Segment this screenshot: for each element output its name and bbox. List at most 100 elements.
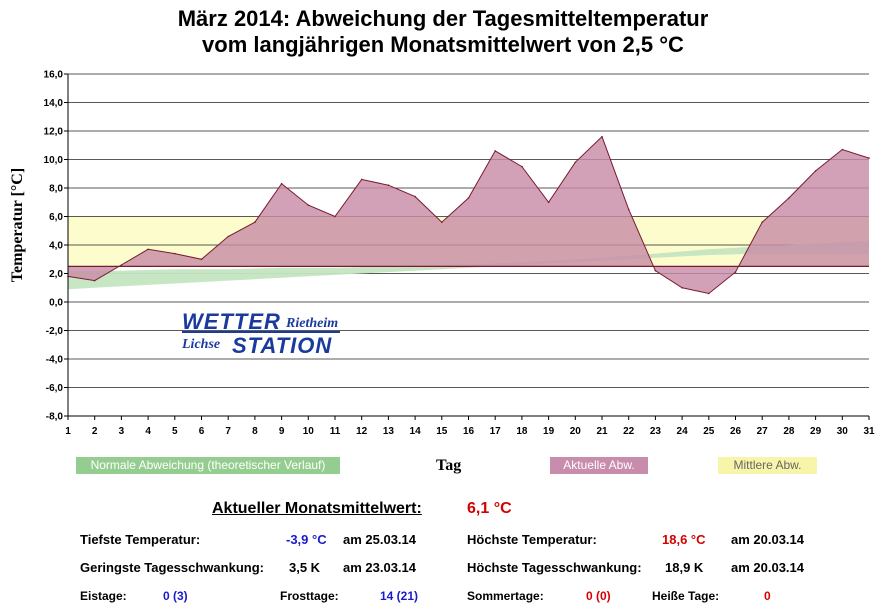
y-tick-label: -8,0 [46,412,64,423]
data-point-day-5 [174,252,176,255]
x-tick-label: 1 [65,426,71,437]
data-point-day-9 [280,182,283,185]
data-point-day-11 [334,215,336,218]
x-tick-label: 18 [516,426,528,437]
data-point-day-13 [387,184,390,186]
data-point-day-12 [360,178,363,181]
x-tick-label: 19 [543,426,555,437]
y-tick-label: 8,0 [49,184,63,195]
y-tick-label: -2,0 [46,326,64,337]
data-point-day-29 [814,170,817,172]
data-point-day-26 [734,271,737,273]
y-tick-label: 10,0 [44,155,64,166]
y-tick-label: -6,0 [46,383,64,394]
y-tick-label: -4,0 [46,355,64,366]
summer-days-label: Sommertage: [467,589,544,603]
chart-title-line-2: vom langjährigen Monatsmittelwert von 2,… [202,32,684,57]
y-axis-label: Temperatur [°C] [9,167,26,283]
min-temp-date: am 25.03.14 [343,532,417,547]
data-point-day-7 [227,235,229,238]
chart-title-line-1: März 2014: Abweichung der Tagesmitteltem… [177,6,709,31]
data-point-day-19 [547,201,550,204]
data-point-day-8 [254,221,256,223]
x-tick-label: 14 [410,426,422,437]
monthly-mean-label: Aktueller Monatsmittelwert: [212,500,422,517]
x-tick-label: 5 [172,426,178,437]
x-tick-label: 30 [837,426,849,437]
logo-bottom-place: Lichse [182,337,221,352]
min-range-label: Geringste Tagesschwankung: [80,560,264,575]
data-point-day-17 [494,150,497,152]
x-tick-label: 8 [252,426,258,437]
legend-actual-deviation: Aktuelle Abw. [550,457,648,474]
data-point-day-18 [521,165,523,168]
data-point-day-28 [788,197,790,199]
data-point-day-21 [601,135,603,138]
legend-normal-deviation: Normale Abweichung (theoretischer Verlau… [76,457,340,474]
logo-bottom-word: STATION [232,333,333,358]
max-temp-date: am 20.03.14 [731,532,805,547]
x-tick-label: 17 [490,426,502,437]
x-tick-label: 26 [730,426,742,437]
data-point-day-2 [93,279,96,282]
legend-mean-deviation: Mittlere Abw. [718,457,817,474]
hot-days-value: 0 [764,589,771,603]
y-tick-label: 6,0 [49,212,63,223]
x-tick-label: 16 [463,426,475,437]
x-tick-label: 25 [703,426,715,437]
max-temp-label: Höchste Temperatur: [467,532,597,547]
x-tick-label: 21 [596,426,608,437]
x-tick-label: 3 [119,426,125,437]
data-point-day-20 [574,161,577,164]
logo-divider [182,331,340,333]
x-tick-label: 12 [356,426,368,437]
x-tick-label: 31 [863,426,875,437]
frost-days-value: 14 (21) [380,589,419,603]
x-tick-label: 15 [436,426,448,437]
x-axis-label: Tag [436,457,462,474]
max-range-label: Höchste Tagesschwankung: [467,560,642,575]
summer-days-value: 0 (0) [586,589,611,603]
x-tick-label: 20 [570,426,582,437]
data-point-day-16 [467,197,470,199]
x-tick-label: 4 [145,426,151,437]
x-tick-label: 29 [810,426,822,437]
logo-top-place: Rietheim [286,316,339,331]
y-tick-label: 14,0 [44,98,64,109]
y-tick-label: 16,0 [44,70,64,81]
min-temp-label: Tiefste Temperatur: [80,532,201,547]
data-point-day-3 [120,264,123,266]
data-point-day-25 [708,292,710,295]
x-tick-label: 11 [330,426,341,437]
x-tick-label: 7 [225,426,231,437]
max-range-value: 18,9 K [665,560,704,575]
data-point-day-14 [414,195,416,198]
data-point-day-31 [868,157,870,159]
x-tick-label: 13 [383,426,395,437]
max-range-date: am 20.03.14 [731,560,805,575]
y-tick-label: 4,0 [49,241,63,252]
y-tick-label: 2,0 [49,269,63,280]
min-range-value: 3,5 K [289,560,321,575]
y-tick-label: 12,0 [44,127,64,138]
x-tick-label: 22 [623,426,635,437]
data-point-day-24 [681,287,683,289]
data-point-day-4 [147,248,149,251]
ice-days-value: 0 (3) [163,589,188,603]
data-point-day-30 [841,148,844,151]
frost-days-label: Frosttage: [280,589,339,603]
data-point-day-27 [761,221,763,223]
series-actual-deviation-area [68,136,869,294]
x-tick-label: 6 [199,426,205,437]
hot-days-label: Heiße Tage: [652,589,720,603]
data-point-day-15 [441,221,443,223]
y-tick-label: 0,0 [49,298,63,309]
x-tick-label: 23 [650,426,662,437]
data-point-day-6 [200,258,203,261]
min-temp-value: -3,9 °C [286,532,327,547]
data-point-day-10 [307,204,310,206]
x-tick-label: 24 [677,426,689,437]
data-point-day-22 [627,208,630,211]
ice-days-label: Eistage: [80,589,127,603]
